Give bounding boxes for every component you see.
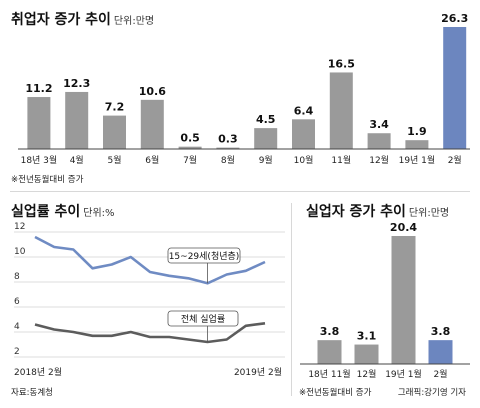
unemployment-rate-title: 실업률 추이 단위:% [11, 201, 115, 221]
series-name-label: 15~29세(청년층) [169, 251, 240, 262]
unemployed-value-label: 20.4 [390, 221, 417, 234]
graphic-credit: 그래픽:강기영 기자 [397, 388, 466, 398]
employment-value-label: 3.4 [369, 118, 389, 131]
unemployed-bar [391, 236, 416, 364]
unemployment-rate-title-text: 실업률 추이 [11, 204, 81, 220]
unemployment-rate-line-chart: 2 4 6 8 10 12 15~29세(청년층) 전체 실업률 2018년 2월 2019년… [14, 222, 285, 378]
employment-category-label: 19년 1월 [399, 154, 436, 166]
section-divider [10, 191, 470, 192]
employment-category-label: 6월 [145, 154, 159, 166]
employment-category-label: 10월 [294, 154, 314, 166]
unemployed-bar [428, 340, 453, 364]
unemployed-chart-title: 실업자 증가 추이 단위:만명 [306, 201, 449, 221]
unemployed-category-label: 2월 [433, 368, 447, 380]
employment-value-label: 0.5 [180, 132, 200, 145]
callout-box [167, 247, 241, 264]
employment-bar [178, 146, 202, 149]
employment-value-label: 7.2 [105, 101, 125, 114]
employment-category-label: 18년 3월 [21, 154, 58, 166]
rate-ytick-label: 2 [14, 347, 20, 357]
employment-bar-chart: 11.2 12.3 7.2 10.6 0.5 0.3 4.5 6.4 16.5 3.4 1.9 26.… [18, 12, 470, 166]
employment-value-label: 26.3 [441, 12, 468, 25]
unemployed-category-label: 18년 11월 [308, 368, 350, 380]
employment-bar [405, 140, 429, 149]
total-unemployment-line [34, 322, 266, 344]
rate-ytick-label: 8 [14, 272, 20, 282]
employment-value-label: 6.4 [294, 104, 314, 117]
employment-title-text: 취업자 증가 추이 [11, 12, 111, 28]
unemployed-note: ※전년동월대비 증가 [299, 388, 372, 398]
employment-category-label: 4월 [70, 154, 84, 166]
employment-bar [254, 128, 278, 149]
employment-value-label: 16.5 [328, 57, 355, 70]
employment-value-label: 10.6 [139, 85, 166, 98]
employment-bar [65, 91, 89, 149]
employment-note: ※전년동월대비 증가 [11, 175, 84, 185]
rate-ytick-label: 10 [14, 247, 26, 257]
employment-category-label: 12월 [369, 154, 389, 166]
youth-unemployment-line [34, 235, 266, 285]
employment-bar [329, 72, 353, 149]
employment-bar [140, 99, 164, 149]
employment-bar [27, 97, 51, 149]
employment-bar [292, 119, 315, 149]
unemployed-unit: 단위:만명 [408, 208, 450, 219]
employment-bar [103, 115, 126, 149]
employment-category-label: 9월 [259, 154, 273, 166]
rate-ytick-label: 4 [14, 322, 20, 332]
rate-ytick-label: 6 [14, 297, 20, 307]
employment-value-label: 12.3 [63, 77, 90, 90]
unemployed-category-label: 12월 [357, 368, 377, 380]
employment-bar [216, 147, 240, 149]
employment-category-label: 2월 [448, 154, 462, 166]
rate-x-start-label: 2018년 2월 [14, 366, 62, 378]
source-note: 자료:동계청 [11, 388, 53, 398]
employment-chart-title: 취업자 증가 추이 단위:만명 [11, 9, 154, 29]
unemployed-value-label: 3.1 [357, 330, 377, 343]
employment-category-label: 11월 [331, 154, 351, 166]
employment-unit: 단위:만명 [113, 16, 155, 27]
rate-ytick-label: 12 [14, 222, 25, 232]
unemployment-rate-unit: 단위:% [83, 208, 115, 219]
unemployed-value-label: 3.8 [431, 325, 451, 338]
unemployed-category-label: 19년 1월 [385, 368, 422, 380]
employment-value-label: 4.5 [256, 113, 276, 126]
employment-bar [367, 133, 391, 149]
unemployed-bar [354, 344, 379, 364]
rate-x-end-label: 2019년 2월 [234, 366, 282, 378]
employment-category-label: 8월 [221, 154, 235, 166]
employment-value-label: 1.9 [407, 125, 427, 138]
unemployed-title-text: 실업자 증가 추이 [306, 204, 406, 220]
employment-value-label: 11.2 [25, 82, 52, 95]
callout-box [167, 310, 239, 327]
unemployed-bar [317, 340, 342, 364]
employment-value-label: 0.3 [218, 133, 238, 146]
employment-category-label: 7월 [183, 154, 197, 166]
unemployed-value-label: 3.8 [320, 325, 340, 338]
employment-category-label: 5월 [107, 154, 121, 166]
employment-bar [443, 27, 467, 149]
vertical-divider [291, 203, 292, 396]
series-name-label: 전체 실업률 [181, 314, 225, 325]
